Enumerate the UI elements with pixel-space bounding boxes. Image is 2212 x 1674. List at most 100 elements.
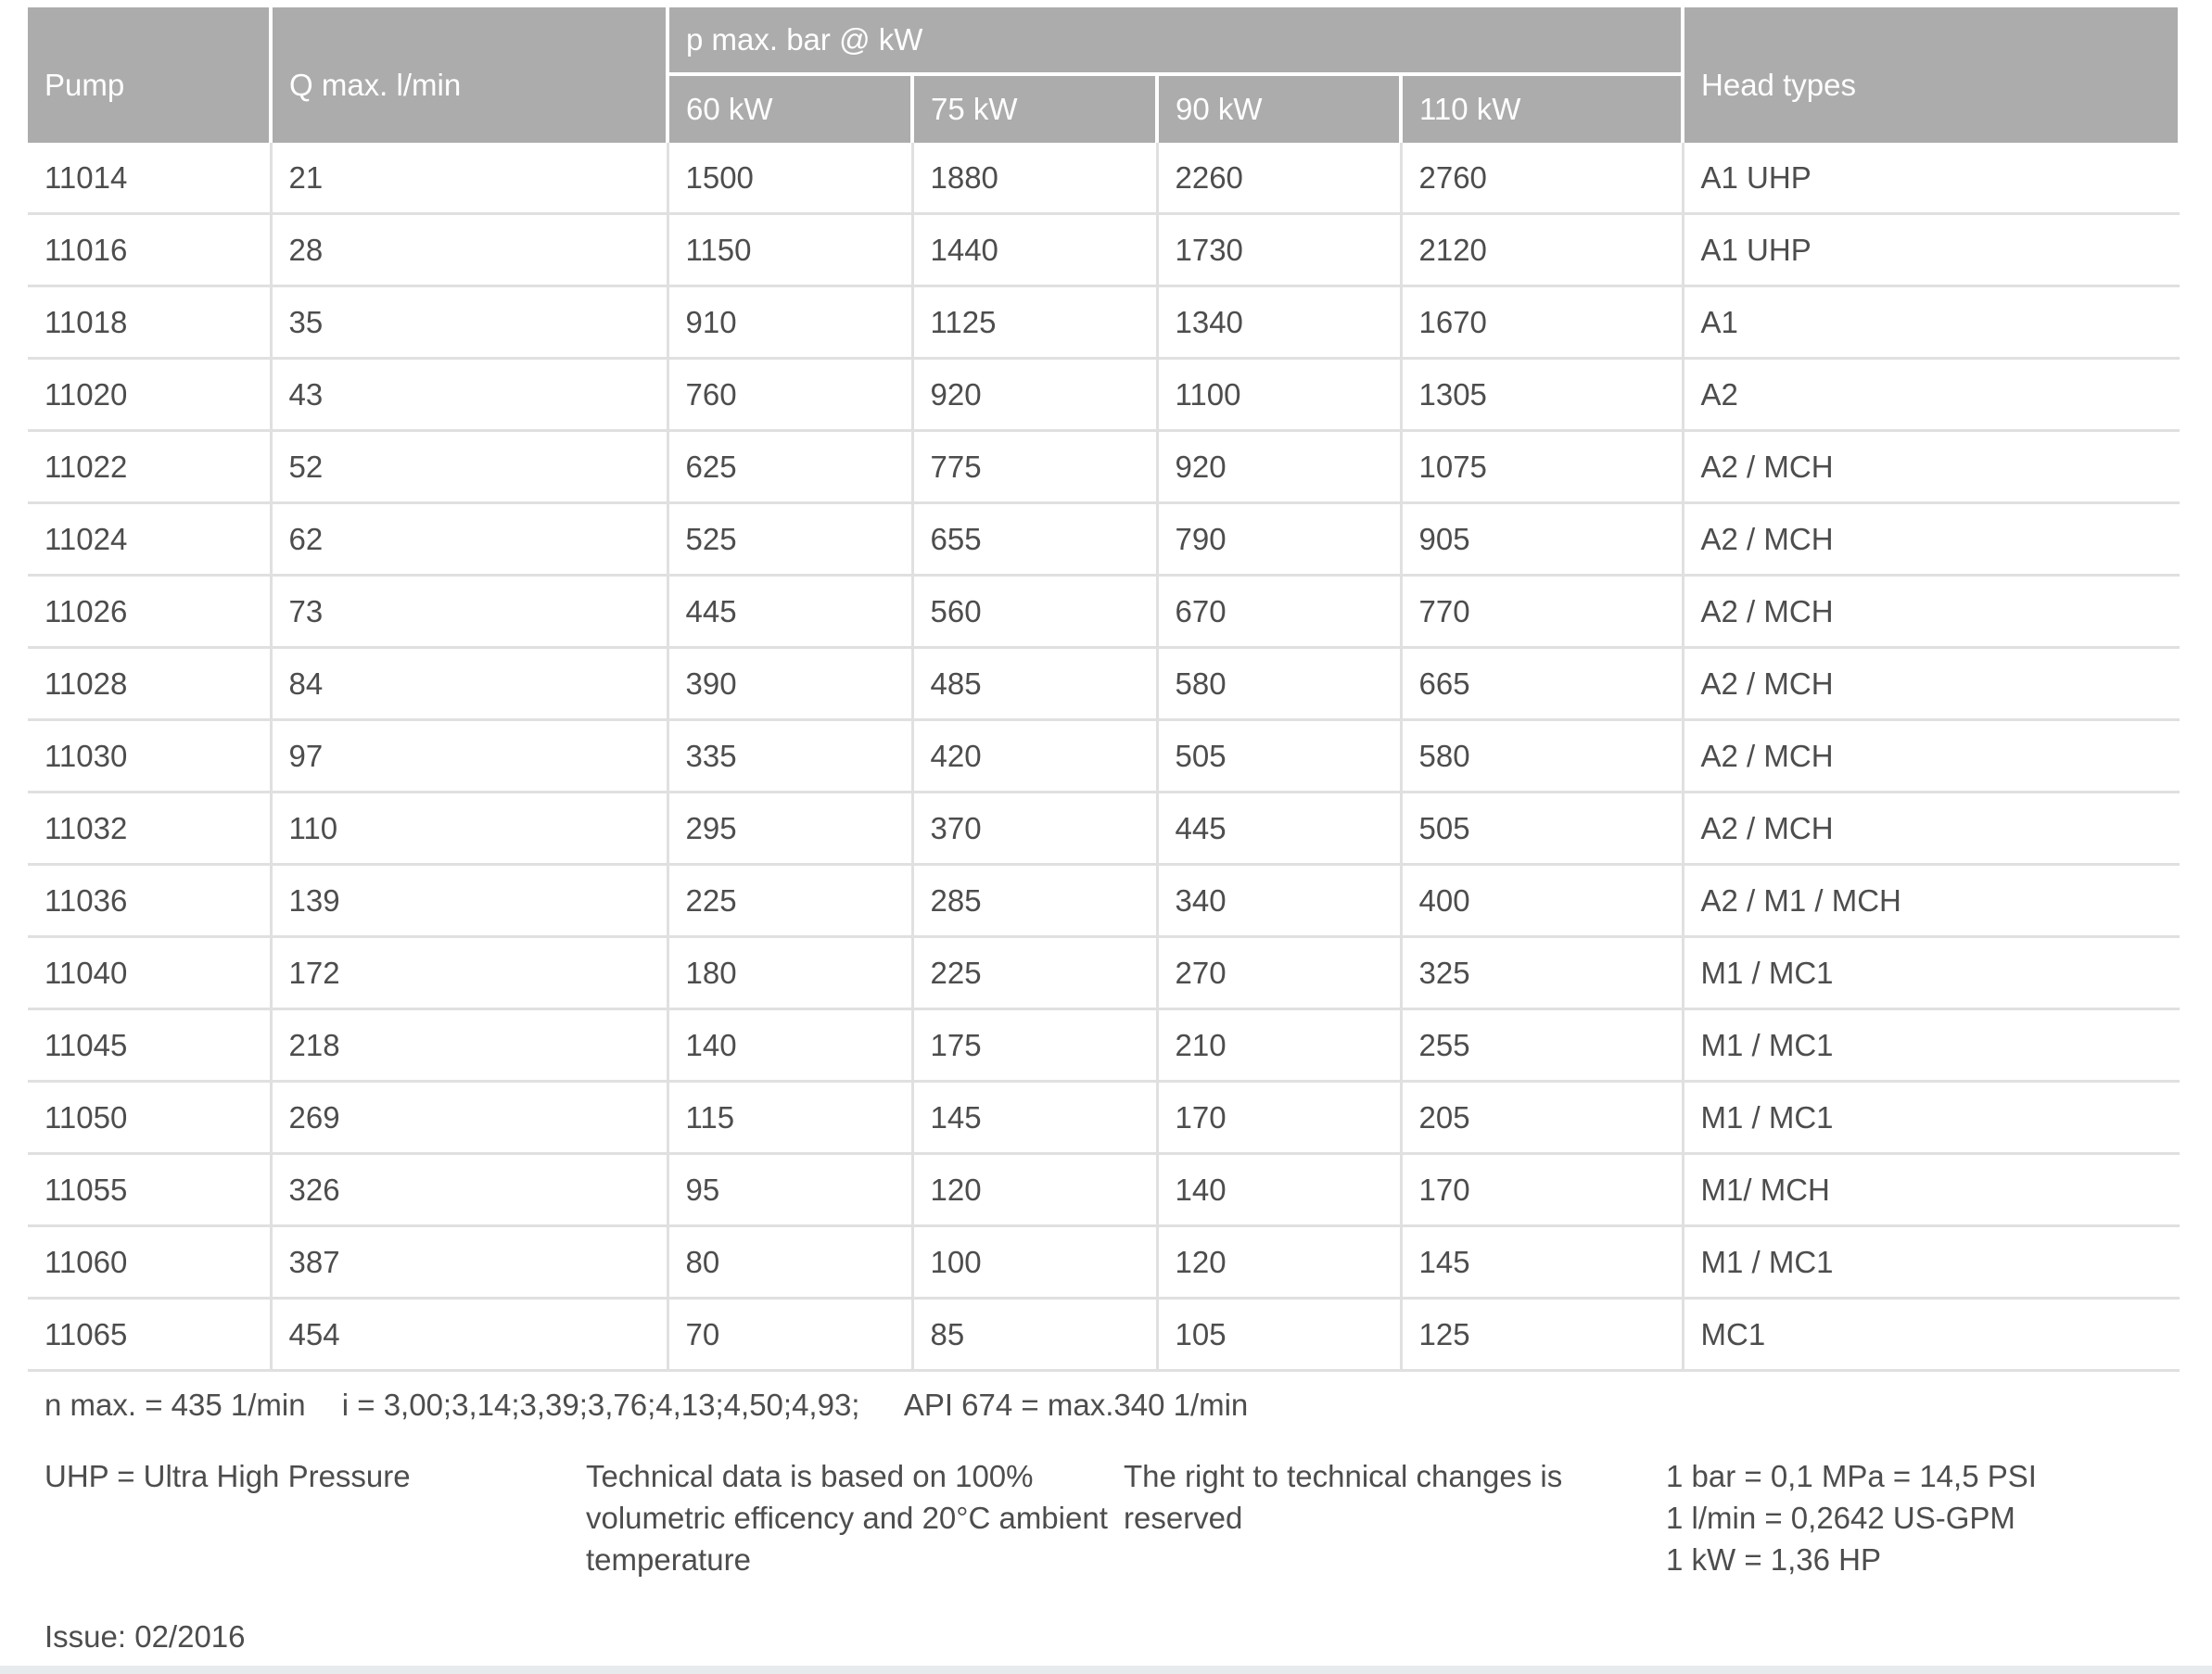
cell-head-types: A2 / MCH [1683, 575, 2180, 649]
cell-pump: 11020 [28, 358, 273, 432]
cell-head-types: A1 UHP [1683, 143, 2180, 215]
table-row: 11020 43 760 920 1100 1305 A2 [28, 358, 2180, 432]
cell-p-max-90kw: 105 [1157, 1298, 1403, 1372]
cell-pump: 11028 [28, 647, 273, 721]
cell-p-max-75kw: 1880 [912, 143, 1159, 215]
table-row: 11036 139 225 285 340 400 A2 / M1 / MCH [28, 864, 2180, 938]
cell-head-types: M1 / MC1 [1683, 1008, 2180, 1083]
pump-datasheet-page: Pump Q max. l/min p max. bar @ kW Head t… [0, 7, 2212, 1674]
cell-p-max-75kw: 775 [912, 430, 1159, 504]
header-90kw: 90 kW [1157, 74, 1403, 143]
cell-q-max: 387 [271, 1225, 669, 1300]
cell-p-max-90kw: 270 [1157, 936, 1403, 1010]
cell-p-max-75kw: 560 [912, 575, 1159, 649]
cell-p-max-60kw: 140 [667, 1008, 914, 1083]
table-row: 11065 454 70 85 105 125 MC1 [28, 1298, 2180, 1372]
cell-p-max-90kw: 1340 [1157, 285, 1403, 360]
cell-p-max-90kw: 920 [1157, 430, 1403, 504]
table-row: 11014 21 1500 1880 2260 2760 A1 UHP [28, 143, 2180, 215]
cell-pump: 11014 [28, 143, 273, 215]
table-row: 11060 387 80 100 120 145 M1 / MC1 [28, 1225, 2180, 1300]
header-110kw: 110 kW [1401, 74, 1685, 143]
cell-head-types: A1 UHP [1683, 213, 2180, 287]
cell-p-max-90kw: 170 [1157, 1081, 1403, 1155]
cell-q-max: 73 [271, 575, 669, 649]
cell-p-max-110kw: 325 [1401, 936, 1684, 1010]
cell-p-max-75kw: 100 [912, 1225, 1159, 1300]
cell-head-types: MC1 [1683, 1298, 2180, 1372]
cell-pump: 11026 [28, 575, 273, 649]
cell-pump: 11036 [28, 864, 273, 938]
header-head-types: Head types [1683, 7, 2182, 143]
cell-p-max-75kw: 1440 [912, 213, 1159, 287]
cell-p-max-90kw: 505 [1157, 719, 1403, 793]
table-row: 11028 84 390 485 580 665 A2 / MCH [28, 647, 2180, 721]
cell-head-types: A2 / MCH [1683, 430, 2180, 504]
cell-p-max-75kw: 920 [912, 358, 1159, 432]
cell-head-types: M1 / MC1 [1683, 1081, 2180, 1155]
cell-head-types: A2 [1683, 358, 2180, 432]
cell-p-max-110kw: 2120 [1401, 213, 1684, 287]
note-technical-basis: Technical data is based on 100% volumetr… [586, 1455, 1124, 1580]
cell-pump: 11050 [28, 1081, 273, 1155]
cell-p-max-60kw: 760 [667, 358, 914, 432]
cell-p-max-75kw: 1125 [912, 285, 1159, 360]
cell-q-max: 43 [271, 358, 669, 432]
cell-p-max-75kw: 370 [912, 792, 1159, 866]
pump-spec-table: Pump Q max. l/min p max. bar @ kW Head t… [28, 7, 2182, 1372]
cell-p-max-60kw: 525 [667, 502, 914, 577]
cell-q-max: 139 [271, 864, 669, 938]
cell-p-max-110kw: 770 [1401, 575, 1684, 649]
cell-p-max-75kw: 225 [912, 936, 1159, 1010]
note-unit-conversions: 1 bar = 0,1 MPa = 14,5 PSI 1 l/min = 0,2… [1666, 1455, 2212, 1580]
cell-p-max-110kw: 1670 [1401, 285, 1684, 360]
cell-q-max: 84 [271, 647, 669, 721]
cell-head-types: M1 / MC1 [1683, 936, 2180, 1010]
note-rights-reserved: The right to technical changes is reserv… [1124, 1459, 1563, 1535]
cell-q-max: 454 [271, 1298, 669, 1372]
note-uhp: UHP = Ultra High Pressure [44, 1459, 411, 1493]
table-header: Pump Q max. l/min p max. bar @ kW Head t… [28, 7, 2182, 143]
cell-pump: 11018 [28, 285, 273, 360]
cell-p-max-60kw: 910 [667, 285, 914, 360]
cell-pump: 11032 [28, 792, 273, 866]
cell-p-max-90kw: 1100 [1157, 358, 1403, 432]
table-row: 11024 62 525 655 790 905 A2 / MCH [28, 502, 2180, 577]
cell-p-max-110kw: 665 [1401, 647, 1684, 721]
footer-notes: UHP = Ultra High Pressure Technical data… [44, 1455, 2212, 1580]
table-row: 11055 326 95 120 140 170 M1/ MCH [28, 1153, 2180, 1227]
cell-head-types: A2 / M1 / MCH [1683, 864, 2180, 938]
cell-q-max: 35 [271, 285, 669, 360]
cell-p-max-60kw: 625 [667, 430, 914, 504]
cell-q-max: 110 [271, 792, 669, 866]
note-technical-line: volumetric efficency and 20°C ambient [586, 1501, 1108, 1535]
cell-q-max: 28 [271, 213, 669, 287]
header-75kw: 75 kW [912, 74, 1159, 143]
note-n-max: n max. = 435 1/min [44, 1388, 306, 1422]
cell-pump: 11040 [28, 936, 273, 1010]
cell-q-max: 326 [271, 1153, 669, 1227]
cell-p-max-110kw: 400 [1401, 864, 1684, 938]
cell-pump: 11060 [28, 1225, 273, 1300]
conversion-bar-psi: 1 bar = 0,1 MPa = 14,5 PSI [1666, 1459, 2037, 1493]
cell-p-max-110kw: 905 [1401, 502, 1684, 577]
cell-p-max-75kw: 420 [912, 719, 1159, 793]
cell-p-max-75kw: 175 [912, 1008, 1159, 1083]
cell-p-max-60kw: 70 [667, 1298, 914, 1372]
table-row: 11050 269 115 145 170 205 M1 / MC1 [28, 1081, 2180, 1155]
table-body: 11014 21 1500 1880 2260 2760 A1 UHP 1101… [28, 143, 2180, 1372]
cell-p-max-110kw: 255 [1401, 1008, 1684, 1083]
cell-p-max-60kw: 1150 [667, 213, 914, 287]
table-row: 11030 97 335 420 505 580 A2 / MCH [28, 719, 2180, 793]
cell-head-types: A2 / MCH [1683, 792, 2180, 866]
cell-p-max-90kw: 580 [1157, 647, 1403, 721]
table-row: 11045 218 140 175 210 255 M1 / MC1 [28, 1008, 2180, 1083]
cell-p-max-90kw: 445 [1157, 792, 1403, 866]
cell-p-max-75kw: 145 [912, 1081, 1159, 1155]
cell-p-max-90kw: 140 [1157, 1153, 1403, 1227]
cell-q-max: 172 [271, 936, 669, 1010]
cell-p-max-60kw: 180 [667, 936, 914, 1010]
cell-p-max-60kw: 1500 [667, 143, 914, 215]
header-p-max-group: p max. bar @ kW [667, 7, 1685, 76]
cell-p-max-60kw: 225 [667, 864, 914, 938]
